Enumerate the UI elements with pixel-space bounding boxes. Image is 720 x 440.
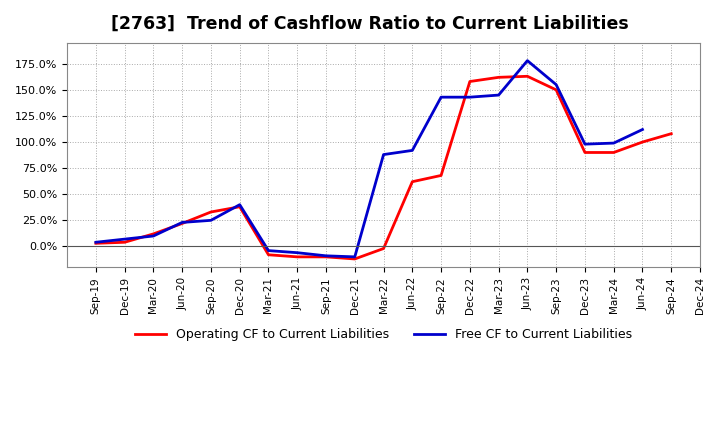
Legend: Operating CF to Current Liabilities, Free CF to Current Liabilities: Operating CF to Current Liabilities, Fre… <box>130 323 637 346</box>
Text: [2763]  Trend of Cashflow Ratio to Current Liabilities: [2763] Trend of Cashflow Ratio to Curren… <box>112 15 629 33</box>
Free CF to Current Liabilities <box>408 148 417 153</box>
Free CF to Current Liabilities <box>466 95 474 100</box>
Operating CF to Current Liabilities <box>437 173 446 178</box>
Operating CF to Current Liabilities <box>91 241 100 246</box>
Free CF to Current Liabilities <box>523 58 531 63</box>
Operating CF to Current Liabilities <box>322 254 330 260</box>
Free CF to Current Liabilities <box>322 253 330 258</box>
Operating CF to Current Liabilities <box>379 246 388 251</box>
Free CF to Current Liabilities <box>178 220 186 225</box>
Free CF to Current Liabilities <box>120 236 129 242</box>
Free CF to Current Liabilities <box>264 248 273 253</box>
Operating CF to Current Liabilities <box>408 179 417 184</box>
Operating CF to Current Liabilities <box>351 257 359 262</box>
Operating CF to Current Liabilities <box>580 150 589 155</box>
Operating CF to Current Liabilities <box>638 139 647 145</box>
Operating CF to Current Liabilities <box>466 79 474 84</box>
Operating CF to Current Liabilities <box>609 150 618 155</box>
Operating CF to Current Liabilities <box>552 87 560 92</box>
Free CF to Current Liabilities <box>609 140 618 146</box>
Free CF to Current Liabilities <box>495 92 503 98</box>
Free CF to Current Liabilities <box>293 250 302 255</box>
Operating CF to Current Liabilities <box>178 221 186 226</box>
Operating CF to Current Liabilities <box>235 204 244 209</box>
Free CF to Current Liabilities <box>580 142 589 147</box>
Free CF to Current Liabilities <box>351 254 359 260</box>
Operating CF to Current Liabilities <box>120 240 129 245</box>
Free CF to Current Liabilities <box>207 218 215 223</box>
Operating CF to Current Liabilities <box>523 73 531 79</box>
Operating CF to Current Liabilities <box>149 231 158 237</box>
Line: Operating CF to Current Liabilities: Operating CF to Current Liabilities <box>96 76 671 259</box>
Free CF to Current Liabilities <box>149 233 158 238</box>
Free CF to Current Liabilities <box>552 82 560 87</box>
Line: Free CF to Current Liabilities: Free CF to Current Liabilities <box>96 61 642 257</box>
Free CF to Current Liabilities <box>638 127 647 132</box>
Operating CF to Current Liabilities <box>495 75 503 80</box>
Operating CF to Current Liabilities <box>264 252 273 257</box>
Free CF to Current Liabilities <box>235 202 244 207</box>
Operating CF to Current Liabilities <box>293 254 302 260</box>
Operating CF to Current Liabilities <box>207 209 215 215</box>
Free CF to Current Liabilities <box>91 240 100 245</box>
Operating CF to Current Liabilities <box>667 131 675 136</box>
Free CF to Current Liabilities <box>379 152 388 157</box>
Free CF to Current Liabilities <box>437 95 446 100</box>
